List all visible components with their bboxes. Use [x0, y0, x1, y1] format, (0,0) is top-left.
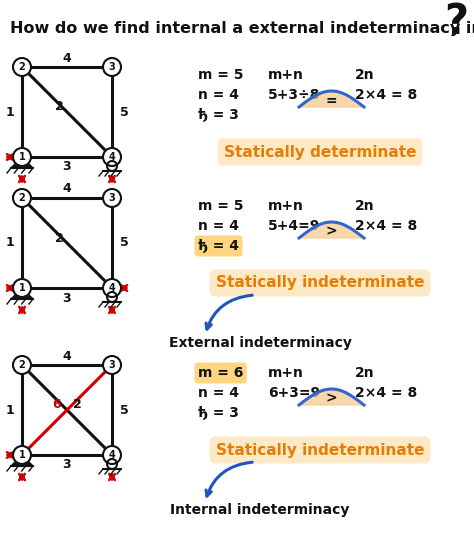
- Text: 2: 2: [18, 193, 26, 203]
- Circle shape: [13, 148, 31, 166]
- Text: Statically determinate: Statically determinate: [224, 144, 416, 160]
- Polygon shape: [299, 91, 364, 107]
- Text: ђ = 4: ђ = 4: [198, 239, 239, 253]
- Text: n = 4: n = 4: [198, 386, 239, 400]
- Text: 2: 2: [18, 360, 26, 370]
- Text: >: >: [326, 392, 337, 406]
- Text: >: >: [326, 225, 337, 239]
- Text: 1: 1: [6, 105, 14, 118]
- Circle shape: [13, 446, 31, 464]
- Text: 4: 4: [109, 450, 115, 460]
- Text: m = 5: m = 5: [198, 199, 244, 213]
- Text: 3: 3: [63, 161, 71, 174]
- Text: 2: 2: [73, 399, 82, 412]
- Text: 6+3=9: 6+3=9: [268, 386, 320, 400]
- Text: 4: 4: [63, 182, 72, 195]
- Polygon shape: [11, 288, 33, 299]
- Text: 4: 4: [63, 51, 72, 64]
- Text: 2n: 2n: [355, 68, 374, 82]
- Circle shape: [103, 189, 121, 207]
- Text: Statically indeterminate: Statically indeterminate: [216, 443, 424, 458]
- Text: 3: 3: [63, 292, 71, 305]
- Circle shape: [103, 279, 121, 297]
- Circle shape: [107, 292, 117, 302]
- Polygon shape: [299, 222, 364, 238]
- Polygon shape: [11, 455, 33, 466]
- Circle shape: [103, 356, 121, 374]
- Text: 5: 5: [119, 105, 128, 118]
- Text: 3: 3: [109, 193, 115, 203]
- Circle shape: [107, 161, 117, 171]
- Text: m+n: m+n: [268, 68, 304, 82]
- Text: 5+4=9: 5+4=9: [268, 219, 320, 233]
- Text: External indeterminacy: External indeterminacy: [169, 336, 351, 350]
- Circle shape: [13, 58, 31, 76]
- Text: 6: 6: [53, 399, 61, 412]
- Text: Internal indeterminacy: Internal indeterminacy: [170, 503, 350, 517]
- Text: 1: 1: [18, 450, 26, 460]
- Circle shape: [107, 459, 117, 469]
- Text: ?: ?: [444, 1, 468, 43]
- Circle shape: [13, 279, 31, 297]
- Circle shape: [103, 148, 121, 166]
- Text: n = 4: n = 4: [198, 219, 239, 233]
- Text: 4: 4: [109, 283, 115, 293]
- Text: m = 5: m = 5: [198, 68, 244, 82]
- Text: 3: 3: [63, 459, 71, 472]
- Text: 1: 1: [6, 404, 14, 417]
- Text: 1: 1: [6, 236, 14, 249]
- Text: 2×4 = 8: 2×4 = 8: [355, 386, 417, 400]
- Text: 2: 2: [55, 232, 64, 245]
- Polygon shape: [11, 157, 33, 168]
- Text: 1: 1: [18, 283, 26, 293]
- Text: 2×4 = 8: 2×4 = 8: [355, 88, 417, 102]
- Text: 2: 2: [18, 62, 26, 72]
- Text: 1: 1: [18, 152, 26, 162]
- Text: Statically indeterminate: Statically indeterminate: [216, 275, 424, 291]
- Text: How do we find internal a external indeterminacy in truss: How do we find internal a external indet…: [10, 21, 474, 36]
- Circle shape: [103, 446, 121, 464]
- Text: 3: 3: [109, 360, 115, 370]
- Text: 2n: 2n: [355, 366, 374, 380]
- Text: m = 6: m = 6: [198, 366, 243, 380]
- Text: 5: 5: [119, 404, 128, 417]
- Text: m+n: m+n: [268, 366, 304, 380]
- Text: 2n: 2n: [355, 199, 374, 213]
- Circle shape: [13, 189, 31, 207]
- Text: =: =: [326, 94, 337, 108]
- Text: 2: 2: [55, 101, 64, 114]
- Text: m+n: m+n: [268, 199, 304, 213]
- Polygon shape: [299, 389, 364, 405]
- Text: 4: 4: [109, 152, 115, 162]
- Text: 5+3÷8: 5+3÷8: [268, 88, 320, 102]
- Text: ђ = 3: ђ = 3: [198, 108, 239, 122]
- Text: ђ = 3: ђ = 3: [198, 406, 239, 420]
- Text: 5: 5: [119, 236, 128, 249]
- Text: 3: 3: [109, 62, 115, 72]
- Text: n = 4: n = 4: [198, 88, 239, 102]
- Circle shape: [103, 58, 121, 76]
- Text: 2×4 = 8: 2×4 = 8: [355, 219, 417, 233]
- Circle shape: [13, 356, 31, 374]
- Text: 4: 4: [63, 349, 72, 362]
